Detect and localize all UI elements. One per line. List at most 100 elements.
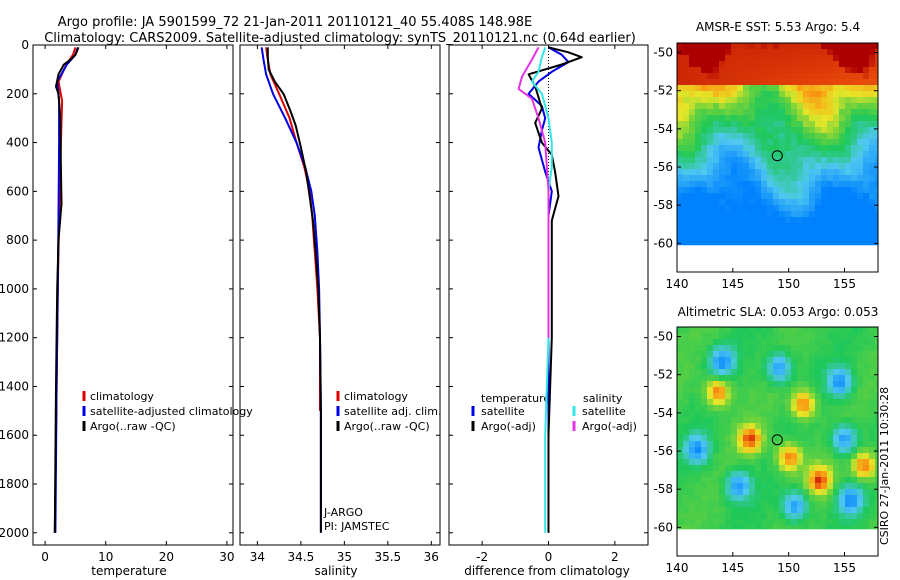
map-cell	[779, 157, 785, 163]
map-cell	[857, 369, 863, 375]
map-cell	[767, 103, 773, 109]
map-cell	[683, 399, 689, 405]
map-cell	[851, 525, 857, 530]
map-cell	[803, 525, 809, 530]
map-cell	[725, 205, 731, 211]
map-cell	[809, 333, 815, 339]
map-cell	[821, 205, 827, 211]
map-cell	[785, 507, 791, 513]
map-cell	[857, 339, 863, 345]
map-cell	[851, 417, 857, 423]
map-cell	[713, 525, 719, 530]
map-cell	[809, 411, 815, 417]
map-cell	[743, 501, 749, 507]
map-cell	[845, 405, 851, 411]
map-cell	[833, 345, 839, 351]
map-cell	[779, 205, 785, 211]
map-cell	[725, 411, 731, 417]
map-cell	[683, 151, 689, 157]
map-cell	[713, 339, 719, 345]
map-cell	[767, 175, 773, 181]
map-cell	[845, 199, 851, 205]
map-cell	[797, 465, 803, 471]
map-cell	[701, 145, 707, 151]
map-cell	[845, 495, 851, 501]
map-y-tick-label: -60	[653, 520, 673, 534]
map-cell	[707, 43, 713, 49]
map-cell	[695, 453, 701, 459]
map-cell	[791, 507, 797, 513]
map-cell	[737, 151, 743, 157]
map-cell	[677, 205, 683, 211]
map-cell	[677, 67, 683, 73]
map-cell	[863, 345, 869, 351]
map-cell	[677, 435, 683, 441]
map-cell	[785, 411, 791, 417]
map-cell	[713, 369, 719, 375]
map-cell	[839, 513, 845, 519]
map-cell	[743, 49, 749, 55]
map-cell	[791, 393, 797, 399]
map-cell	[701, 79, 707, 85]
map-cell	[773, 61, 779, 67]
map-cell	[731, 519, 737, 525]
map-cell	[725, 187, 731, 193]
map-cell	[677, 217, 683, 223]
map-cell	[869, 477, 875, 483]
map-cell	[869, 405, 875, 411]
map-cell	[809, 375, 815, 381]
map-cell	[833, 181, 839, 187]
map-cell	[875, 73, 878, 79]
map-cell	[863, 151, 869, 157]
map-cell	[803, 43, 809, 49]
map-cell	[731, 43, 737, 49]
map-cell	[761, 345, 767, 351]
map-cell	[707, 519, 713, 525]
map-cell	[713, 345, 719, 351]
map-cell	[749, 447, 755, 453]
map-cell	[851, 139, 857, 145]
map-cell	[767, 399, 773, 405]
map-cell	[731, 501, 737, 507]
map-cell	[695, 151, 701, 157]
map-cell	[815, 145, 821, 151]
map-cell	[719, 525, 725, 530]
map-cell	[821, 351, 827, 357]
map-cell	[749, 205, 755, 211]
map-cell	[707, 495, 713, 501]
map-cell	[773, 169, 779, 175]
map-cell	[707, 525, 713, 530]
map-cell	[719, 67, 725, 73]
map-cell	[839, 139, 845, 145]
map-cell	[779, 91, 785, 97]
map-cell	[815, 327, 821, 333]
map-cell	[749, 435, 755, 441]
map-y-tick-label: -50	[653, 330, 673, 344]
map-cell	[839, 507, 845, 513]
map-cell	[761, 109, 767, 115]
map-cell	[809, 513, 815, 519]
map-cell	[809, 181, 815, 187]
map-cell	[821, 55, 827, 61]
map-cell	[869, 489, 875, 495]
map-cell	[773, 115, 779, 121]
map-cell	[773, 91, 779, 97]
map-cell	[701, 43, 707, 49]
map-cell	[809, 519, 815, 525]
map-cell	[857, 211, 863, 217]
map-cell	[857, 133, 863, 139]
map-cell	[875, 369, 878, 375]
map-y-tick-label: -54	[653, 122, 673, 136]
map-cell	[839, 97, 845, 103]
map-cell	[731, 145, 737, 151]
map-cell	[827, 513, 833, 519]
map-cell	[803, 175, 809, 181]
map-cell	[737, 501, 743, 507]
map-frame	[676, 42, 879, 273]
map-cell	[809, 115, 815, 121]
map-cell	[821, 393, 827, 399]
map-cell	[851, 187, 857, 193]
map-cell	[827, 351, 833, 357]
map-cell	[851, 55, 857, 61]
map-cell	[815, 109, 821, 115]
